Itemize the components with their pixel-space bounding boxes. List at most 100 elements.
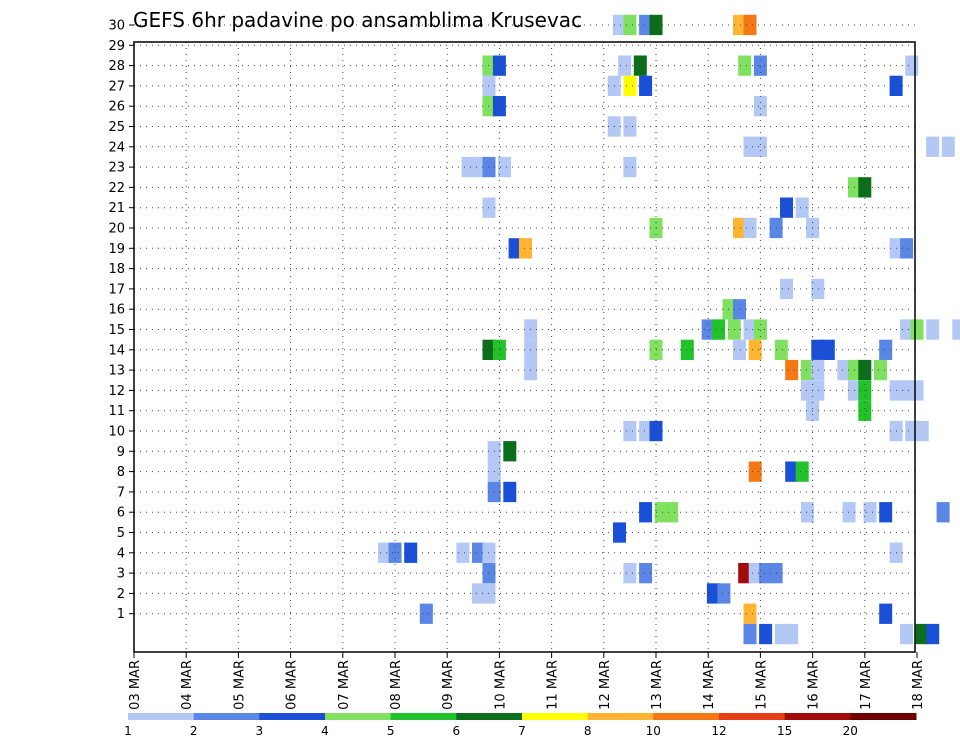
- precip-cell: [926, 623, 940, 645]
- y-tick-label: 3: [117, 567, 125, 582]
- precip-cell: [733, 339, 746, 360]
- colorbar-label: 6: [452, 724, 460, 738]
- x-tick-label: 04 MAR: [180, 660, 195, 710]
- colorbar-label: 8: [584, 724, 592, 738]
- y-tick-label: 19: [108, 242, 125, 257]
- precip-cell: [623, 563, 637, 584]
- x-tick-label: 14 MAR: [702, 660, 717, 710]
- y-tick-label: 6: [117, 506, 125, 521]
- precip-cell: [800, 359, 814, 381]
- y-tick-label: 15: [108, 323, 125, 338]
- precip-cell: [900, 238, 914, 259]
- precip-cell: [879, 603, 893, 624]
- x-tick-label: 13 MAR: [650, 660, 665, 710]
- precip-cell: [780, 278, 793, 300]
- y-tick-label: 12: [108, 384, 125, 399]
- precip-cell: [665, 502, 679, 523]
- precip-cell: [743, 136, 757, 157]
- y-tick-label: 4: [117, 546, 125, 561]
- precip-cell: [639, 502, 653, 523]
- precip-cell: [456, 542, 470, 563]
- y-axis: 1234567891011121314151617181920212223242…: [108, 19, 134, 622]
- precip-cell: [858, 359, 872, 381]
- precip-cell: [879, 502, 893, 523]
- precip-cell: [858, 400, 872, 421]
- precip-cell: [738, 55, 752, 76]
- precip-cell: [748, 563, 762, 584]
- precip-cell: [680, 339, 694, 360]
- precip-cell: [785, 359, 799, 381]
- y-tick-label: 25: [108, 120, 125, 135]
- y-tick-label: 30: [108, 19, 125, 34]
- colorbar-segment: [653, 713, 720, 720]
- precip-cell: [733, 299, 746, 320]
- precip-cell: [800, 502, 814, 523]
- precip-cell: [811, 359, 825, 381]
- precip-cell: [900, 623, 914, 645]
- precip-cell: [738, 563, 752, 584]
- colorbar-label: 2: [190, 724, 198, 738]
- precip-cell: [722, 299, 736, 320]
- precip-cell: [419, 603, 433, 624]
- precip-cell: [910, 319, 924, 340]
- colorbar-segment: [193, 713, 260, 720]
- precip-cell: [774, 339, 788, 360]
- precip-cell: [639, 14, 653, 36]
- precip-cell: [926, 136, 940, 157]
- precip-cell: [753, 136, 767, 157]
- x-tick-label: 08 MAR: [389, 660, 404, 710]
- colorbar-label: 15: [777, 724, 792, 738]
- precip-cell: [879, 339, 893, 360]
- precip-cell: [936, 502, 950, 523]
- precip-cell: [717, 583, 731, 604]
- precip-cell: [900, 380, 914, 401]
- precip-cell: [926, 319, 940, 340]
- precip-cell: [472, 156, 485, 178]
- colorbar-segment: [719, 713, 786, 720]
- precip-cell: [915, 623, 929, 645]
- y-tick-label: 26: [108, 100, 125, 115]
- precip-cell: [759, 623, 773, 645]
- precip-cell: [785, 623, 799, 645]
- x-tick-label: 18 MAR: [911, 660, 926, 710]
- precip-cell: [623, 420, 637, 442]
- colorbar-segment: [456, 713, 523, 720]
- precip-cell: [837, 359, 851, 381]
- y-tick-label: 24: [108, 140, 125, 155]
- precip-cell: [492, 339, 506, 360]
- precip-cell: [639, 420, 653, 442]
- precip-cell: [613, 14, 626, 36]
- precip-cell: [910, 380, 924, 401]
- precip-cell: [706, 583, 720, 604]
- y-tick-label: 9: [117, 445, 125, 460]
- colorbar-segment: [850, 713, 917, 720]
- plot-frame: [133, 41, 916, 653]
- colorbar-label: 4: [321, 724, 329, 738]
- x-tick-label: 11 MAR: [546, 660, 561, 710]
- x-tick-label: 10 MAR: [493, 660, 508, 710]
- x-tick-label: 16 MAR: [807, 660, 822, 710]
- precip-cell: [472, 583, 485, 604]
- precip-cell: [785, 461, 799, 482]
- y-tick-label: 7: [117, 485, 125, 500]
- y-tick-label: 20: [108, 222, 125, 237]
- colorbar-segment: [325, 713, 392, 720]
- precip-cell: [905, 55, 919, 76]
- precip-cell: [503, 481, 517, 503]
- colorbar-label: 10: [646, 724, 661, 738]
- x-axis: 03 MAR 04 MAR 05 MAR 06 MAR 07 MAR 08 MAR 09 M…: [128, 652, 926, 710]
- y-tick-label: 29: [108, 39, 125, 54]
- colorbar-segment: [587, 713, 654, 720]
- precip-cell: [618, 55, 632, 76]
- precip-cell: [654, 502, 668, 523]
- precip-cell: [952, 319, 960, 340]
- precip-cell: [915, 420, 929, 442]
- colorbar-segment: [784, 713, 851, 720]
- precip-cell: [753, 55, 767, 76]
- y-tick-label: 1: [117, 607, 125, 622]
- precip-cell: [900, 319, 914, 340]
- precip-cell: [613, 522, 626, 543]
- precip-cell: [623, 156, 637, 178]
- colorbar-segment: [522, 713, 589, 720]
